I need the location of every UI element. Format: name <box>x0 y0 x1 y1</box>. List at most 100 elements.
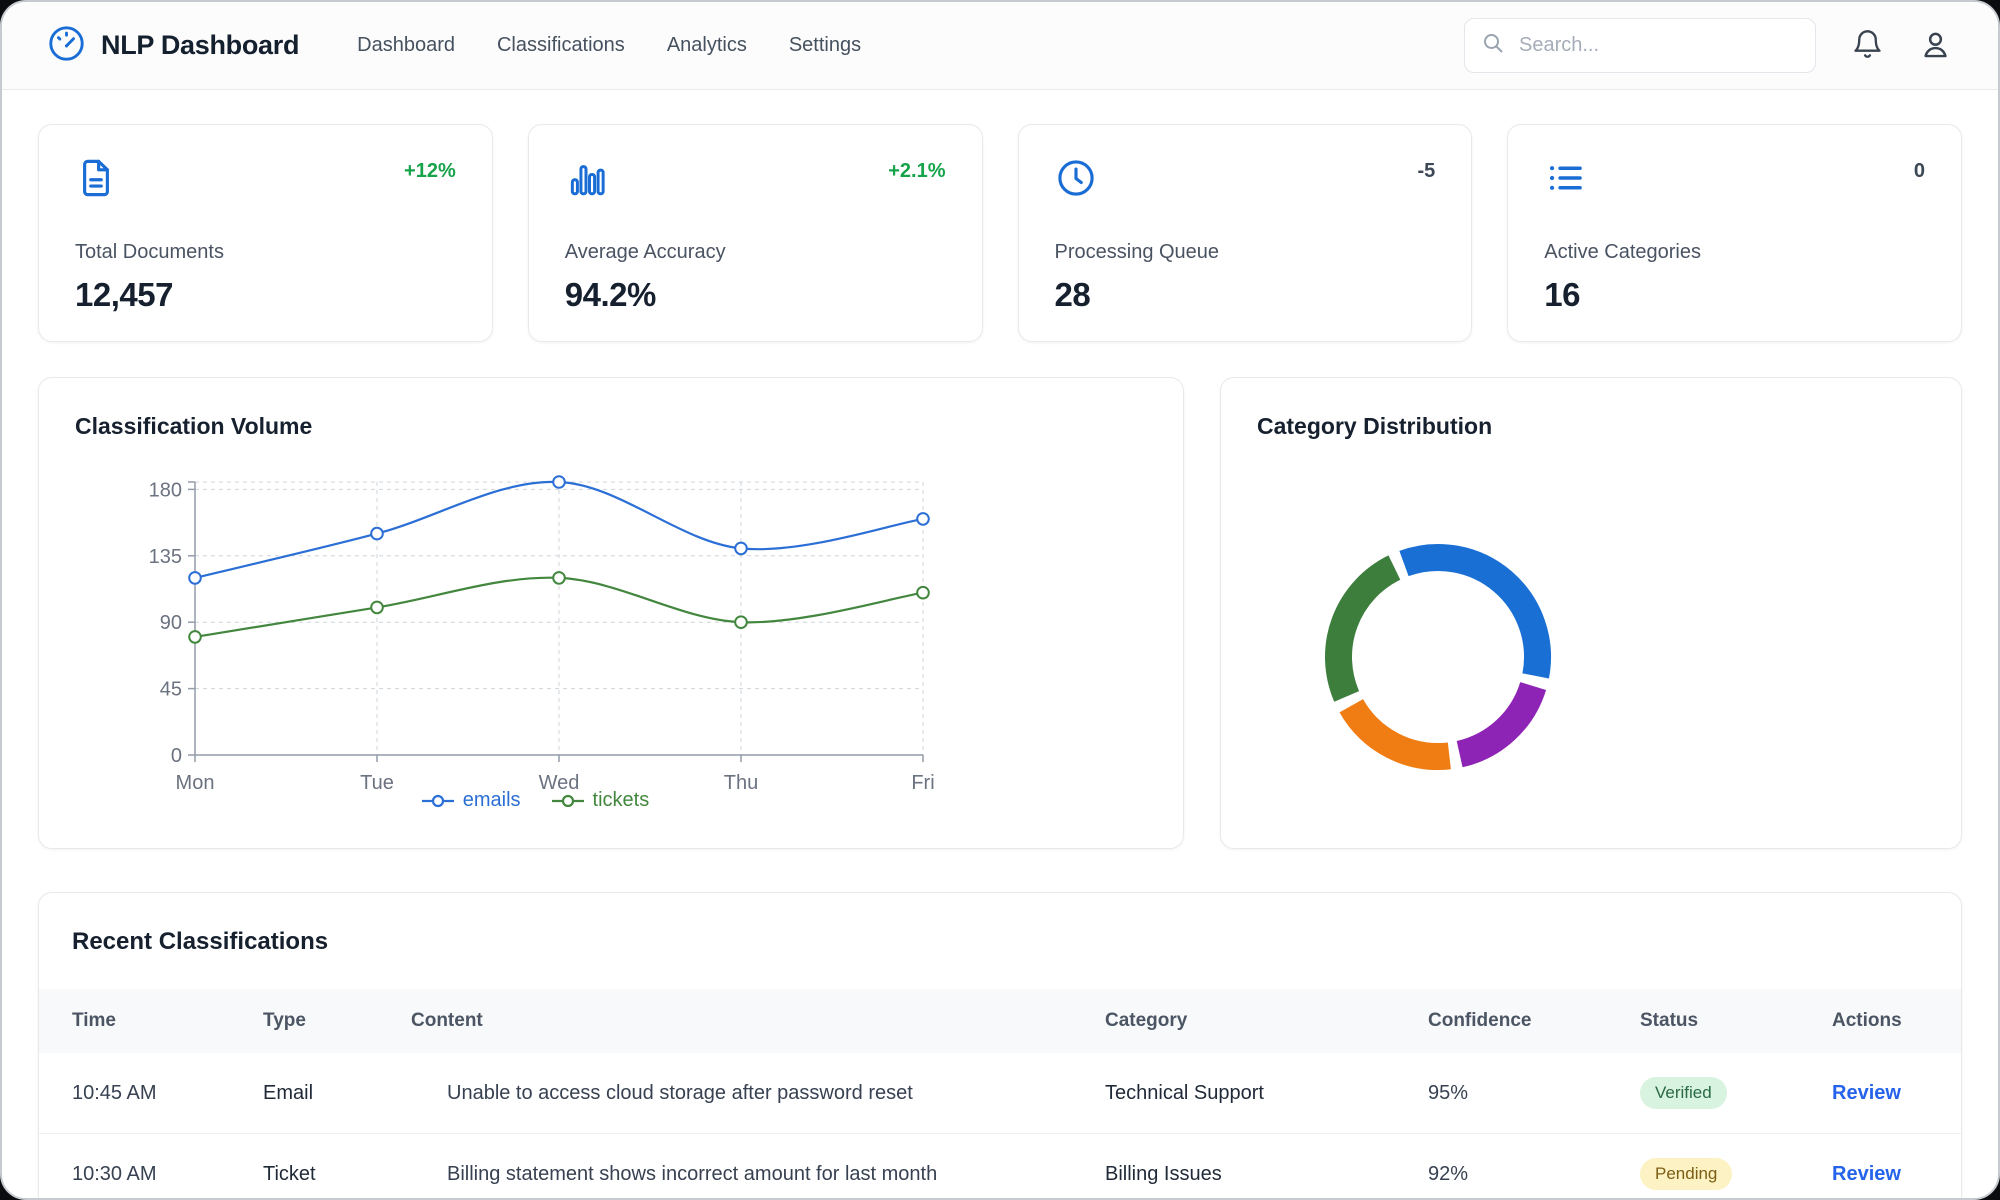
data-point <box>734 615 748 629</box>
svg-text:90: 90 <box>160 612 182 634</box>
recent-classifications-card: Recent Classifications Time Type Content Ca… <box>38 892 1962 1198</box>
stats-row: +12% Total Documents 12,457 +2.1% <box>38 124 1962 342</box>
data-point <box>188 630 202 644</box>
stat-card-active-categories: 0 Active Categories 16 <box>1507 124 1962 342</box>
cell-status: Verified <box>1640 1077 1832 1109</box>
status-badge: Verified <box>1640 1077 1727 1109</box>
stat-delta: +2.1% <box>888 160 946 182</box>
clock-icon <box>1055 157 1097 204</box>
top-bar: NLP Dashboard Dashboard Classifications An… <box>2 2 1998 90</box>
list-icon <box>1544 157 1586 204</box>
svg-text:Tue: Tue <box>360 772 394 794</box>
distribution-chart-title: Category Distribution <box>1257 413 1493 439</box>
stat-delta: 0 <box>1913 160 1925 182</box>
search-input[interactable] <box>1517 33 1799 58</box>
cell-confidence: 95% <box>1428 1081 1469 1104</box>
document-icon <box>75 157 117 204</box>
donut-segment <box>1325 555 1401 702</box>
brand[interactable]: NLP Dashboard <box>46 23 299 69</box>
table-header: Time Type Content Category Confidence Status A… <box>39 989 1961 1053</box>
legend-line-marker-icon <box>421 794 454 807</box>
search-icon <box>1481 31 1505 60</box>
stat-card-total-documents: +12% Total Documents 12,457 <box>38 124 493 342</box>
stat-delta: +12% <box>404 160 456 182</box>
legend-label: emails <box>462 789 521 811</box>
bar-chart-icon <box>565 157 607 204</box>
cell-content: Billing statement shows incorrect amount… <box>447 1162 938 1185</box>
svg-text:Fri: Fri <box>911 772 934 794</box>
data-point <box>734 541 748 556</box>
donut-segment <box>1399 544 1551 679</box>
column-header-actions: Actions <box>1832 1010 1902 1031</box>
topbar-right <box>1464 18 1952 73</box>
stat-label: Average Accuracy <box>564 241 726 263</box>
status-badge: Pending <box>1640 1158 1733 1190</box>
main-content: +12% Total Documents 12,457 +2.1% <box>2 124 1998 1198</box>
donut-chart-svg <box>1325 544 1551 770</box>
nav-link-classifications[interactable]: Classifications <box>496 34 625 56</box>
stat-card-processing-queue: -5 Processing Queue 28 <box>1017 124 1473 342</box>
classification-volume-card: Classification Volume 0 45 90 135 180 Mon Tue W… <box>38 377 1184 849</box>
data-point <box>370 600 384 615</box>
data-point <box>552 571 566 585</box>
svg-text:Mon: Mon <box>176 772 215 794</box>
legend-line-marker-icon <box>551 794 584 807</box>
donut-segment <box>1339 698 1451 770</box>
cell-time: 10:30 AM <box>72 1162 157 1185</box>
stat-label: Active Categories <box>1544 241 1701 263</box>
data-point <box>916 585 930 600</box>
column-header-time: Time <box>72 1010 117 1031</box>
nav-link-dashboard[interactable]: Dashboard <box>357 34 455 56</box>
svg-text:Thu: Thu <box>724 772 758 794</box>
volume-chart-title: Classification Volume <box>75 413 313 439</box>
cell-content: Unable to access cloud storage after pas… <box>447 1081 913 1104</box>
cell-type: Ticket <box>263 1162 316 1185</box>
table-header-row: Time Type Content Category Confidence Status A… <box>39 989 1961 1053</box>
review-link[interactable]: Review <box>1832 1162 1901 1185</box>
legend-item-emails: emails <box>421 789 521 812</box>
cell-category: Technical Support <box>1105 1081 1264 1104</box>
column-header-content: Content <box>411 1010 483 1031</box>
category-distribution-card: Category Distribution <box>1220 377 1962 849</box>
search-box <box>1464 18 1816 73</box>
svg-text:180: 180 <box>149 479 182 501</box>
cell-actions: Review <box>1832 1082 1928 1105</box>
main-nav: Dashboard Classifications Analytics Setting… <box>357 34 861 57</box>
data-point <box>916 512 930 526</box>
column-header-confidence: Confidence <box>1428 1010 1532 1031</box>
cell-category: Billing Issues <box>1105 1162 1222 1185</box>
stat-card-average-accuracy: +2.1% Average Accuracy 94.2% <box>527 124 983 342</box>
svg-text:Wed: Wed <box>539 772 580 794</box>
cell-time: 10:45 AM <box>72 1081 157 1104</box>
notifications-button[interactable] <box>1852 29 1883 63</box>
nav-link-analytics[interactable]: Analytics <box>666 34 747 56</box>
cell-status: Pending <box>1640 1158 1832 1190</box>
app-title: NLP Dashboard <box>101 30 300 60</box>
data-point <box>552 475 566 489</box>
charts-row: Classification Volume 0 45 90 135 180 Mon Tue W… <box>38 377 1962 849</box>
cell-confidence: 92% <box>1428 1162 1469 1185</box>
volume-chart-legend: emails tickets <box>75 789 995 812</box>
data-point <box>370 526 384 541</box>
legend-item-tickets: tickets <box>551 789 650 812</box>
svg-text:135: 135 <box>149 546 182 568</box>
nav-link-settings[interactable]: Settings <box>788 34 862 56</box>
legend-label: tickets <box>592 789 650 811</box>
column-header-type: Type <box>263 1010 306 1031</box>
column-header-status: Status <box>1640 1010 1699 1031</box>
stat-value: 12,457 <box>75 276 173 313</box>
data-point <box>188 571 202 585</box>
user-menu-button[interactable] <box>1919 28 1952 64</box>
svg-text:45: 45 <box>160 679 182 701</box>
stat-delta: -5 <box>1417 160 1436 182</box>
cell-type: Email <box>263 1081 314 1104</box>
user-icon <box>1919 28 1952 64</box>
table-row: 10:45 AM Email Unable to access cloud stor… <box>39 1053 1961 1133</box>
stat-value: 94.2% <box>564 276 657 313</box>
stat-label: Processing Queue <box>1054 241 1220 263</box>
bell-icon <box>1852 29 1883 63</box>
stat-value: 16 <box>1544 276 1580 313</box>
review-link[interactable]: Review <box>1832 1081 1901 1104</box>
table-row: 10:30 AM Ticket Billing statement shows in… <box>39 1133 1961 1198</box>
